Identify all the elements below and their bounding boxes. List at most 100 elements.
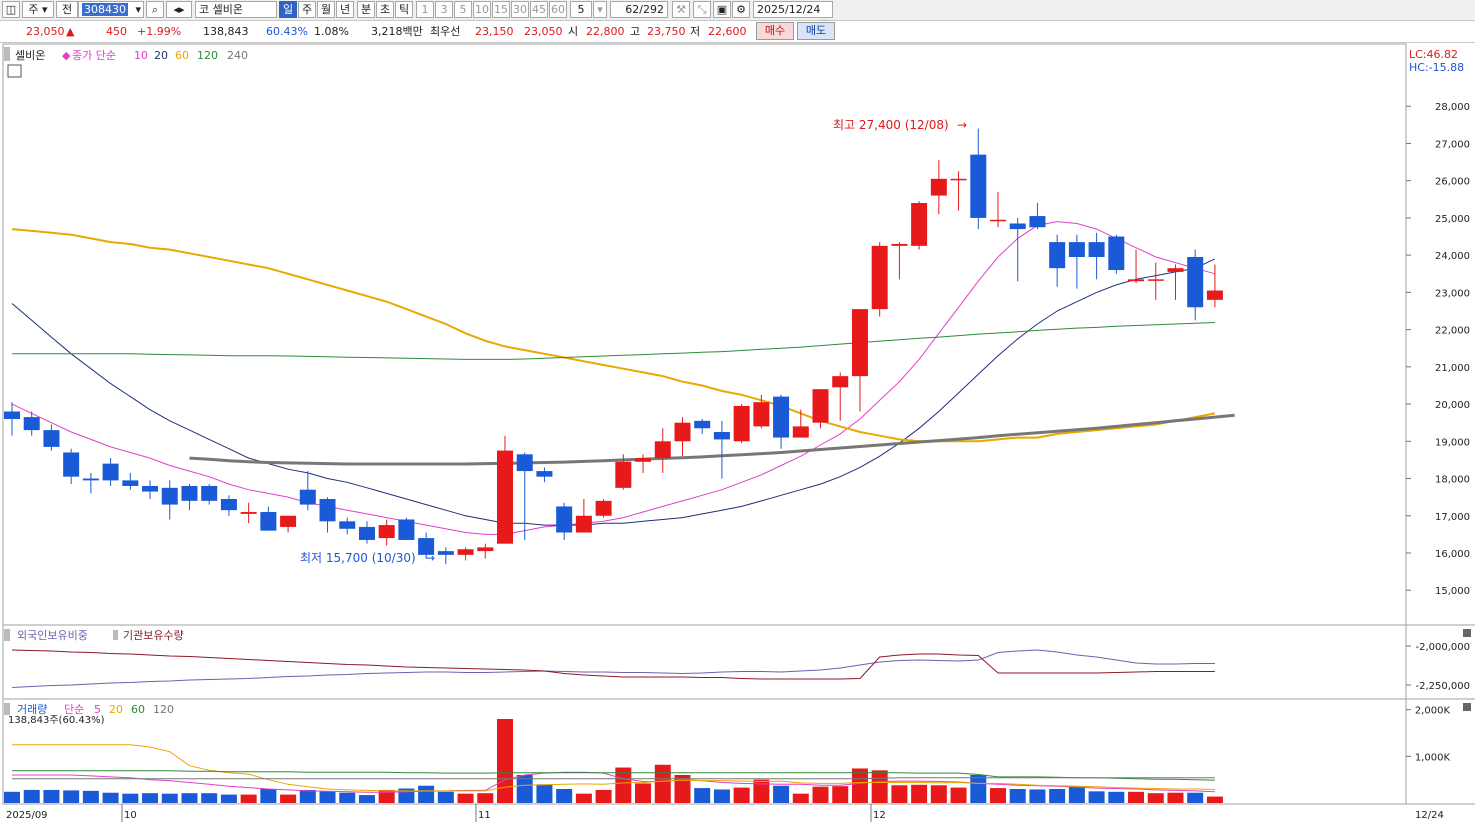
candle-body xyxy=(556,506,573,533)
candle xyxy=(181,484,198,511)
candle-body xyxy=(418,538,435,555)
tab-second[interactable]: 초 xyxy=(376,1,394,18)
candle-body xyxy=(240,512,257,514)
volume-bar xyxy=(1206,796,1223,803)
legend-toggle-icon[interactable] xyxy=(7,64,22,78)
volume-value: 138,843 xyxy=(203,25,249,38)
candle xyxy=(1147,262,1164,300)
interval-5[interactable]: 5 xyxy=(454,1,472,18)
candle-body xyxy=(220,499,237,511)
annotation-low: 최저 15,700 (10/30) xyxy=(300,551,416,565)
legend-handle-icon[interactable] xyxy=(113,630,118,640)
volume-bar xyxy=(240,794,257,803)
candle-body xyxy=(516,454,533,472)
candle xyxy=(851,309,868,412)
candle xyxy=(122,472,139,490)
candle xyxy=(437,547,454,565)
volume-bar xyxy=(674,775,691,803)
tab-minute[interactable]: 분 xyxy=(357,1,375,18)
candle xyxy=(339,517,356,535)
sell-button[interactable]: 매도 xyxy=(797,22,835,40)
interval-1[interactable]: 1 xyxy=(416,1,434,18)
candle xyxy=(1049,234,1066,287)
tab-year[interactable]: 년 xyxy=(336,1,354,18)
chart-tool-icon[interactable]: ⚒ xyxy=(672,1,690,18)
tab-month[interactable]: 월 xyxy=(317,1,335,18)
legend-vol-ma: 단순 xyxy=(64,703,84,716)
volume-bar xyxy=(319,791,336,803)
candle-body xyxy=(1128,279,1145,282)
candle-body xyxy=(812,389,829,423)
interval-dropdown-icon[interactable]: ▾ xyxy=(593,1,607,18)
interval-60[interactable]: 60 xyxy=(549,1,567,18)
date-input[interactable]: 2025/12/24▦ xyxy=(753,1,833,31)
ownership-tick-label: -2,250,000 xyxy=(1415,681,1470,692)
candle-body xyxy=(358,526,375,540)
price-tick-label: 15,000 xyxy=(1435,586,1470,597)
legend-ma-type: 종가 단순 xyxy=(72,49,116,62)
candle-body xyxy=(477,547,494,552)
gear-icon[interactable]: ⚙ xyxy=(732,1,750,18)
legend-handle-icon[interactable] xyxy=(4,47,10,61)
legend-handle-icon[interactable] xyxy=(4,703,10,715)
stock-name-field[interactable]: 코 셀비온 xyxy=(195,1,277,18)
candle-body xyxy=(260,512,277,531)
period-select[interactable]: 전 xyxy=(56,1,78,18)
interval-15[interactable]: 15 xyxy=(492,1,510,18)
volume-bar xyxy=(911,784,928,803)
interval-10[interactable]: 10 xyxy=(473,1,491,18)
volume-tick-label: 2,000K xyxy=(1415,706,1451,717)
candle xyxy=(674,417,691,457)
legend-volume: 거래량 xyxy=(17,703,47,716)
volume-bar xyxy=(891,785,908,803)
window-menu-icon[interactable]: ◫ xyxy=(2,1,20,18)
candle xyxy=(832,372,849,421)
legend-vol-ma120: 120 xyxy=(153,703,174,716)
interval-input[interactable]: 5 xyxy=(570,1,592,18)
price-tick-label: 28,000 xyxy=(1435,102,1470,113)
price-tick-label: 26,000 xyxy=(1435,177,1470,188)
draw-line-icon[interactable]: ⤡ xyxy=(693,1,711,18)
interval-45[interactable]: 45 xyxy=(530,1,548,18)
date-value: 2025/12/24 xyxy=(757,3,821,16)
candle xyxy=(930,160,947,215)
candle xyxy=(891,242,908,280)
market-select-value: 주 xyxy=(28,3,39,16)
volume-bar xyxy=(299,789,316,803)
volume-ma-line-60 xyxy=(12,770,1215,781)
candle-body xyxy=(733,405,750,442)
volume-bar xyxy=(201,793,218,803)
interval-3[interactable]: 3 xyxy=(435,1,453,18)
candle-body xyxy=(201,485,218,501)
volume-bar xyxy=(122,793,139,803)
date-label-sep: 2025/09 xyxy=(6,810,48,821)
stock-code-input[interactable]: 308430 ▾ xyxy=(78,1,144,18)
interval-30[interactable]: 30 xyxy=(511,1,529,18)
volume-axis: 2,000K 1,000K xyxy=(1406,706,1451,763)
volume-bar xyxy=(871,770,888,803)
candle-body xyxy=(911,203,928,246)
legend-handle-icon[interactable] xyxy=(4,629,10,641)
search-icon[interactable]: ⌕ xyxy=(146,1,164,18)
candle-body xyxy=(319,499,336,522)
tab-week[interactable]: 주 xyxy=(298,1,316,18)
candle xyxy=(240,502,257,524)
speaker-icon[interactable]: ◂▸ xyxy=(166,1,192,18)
candle xyxy=(635,454,652,473)
legend-foreign: 외국인보유비중 xyxy=(17,629,88,642)
save-icon[interactable]: ▣ xyxy=(713,1,731,18)
candle-body xyxy=(378,525,395,539)
market-select[interactable]: 주 ▾ xyxy=(22,1,54,18)
candle xyxy=(497,435,513,544)
tab-day[interactable]: 일 xyxy=(279,1,297,18)
candle-body xyxy=(595,500,612,516)
candle-body xyxy=(694,420,711,429)
candle xyxy=(950,171,967,211)
close-icon[interactable] xyxy=(1463,629,1471,637)
volume-bar xyxy=(654,764,671,803)
close-icon[interactable] xyxy=(1463,703,1471,711)
tab-tick[interactable]: 틱 xyxy=(395,1,413,18)
volume-bar xyxy=(181,793,198,803)
buy-button[interactable]: 매수 xyxy=(756,22,794,40)
